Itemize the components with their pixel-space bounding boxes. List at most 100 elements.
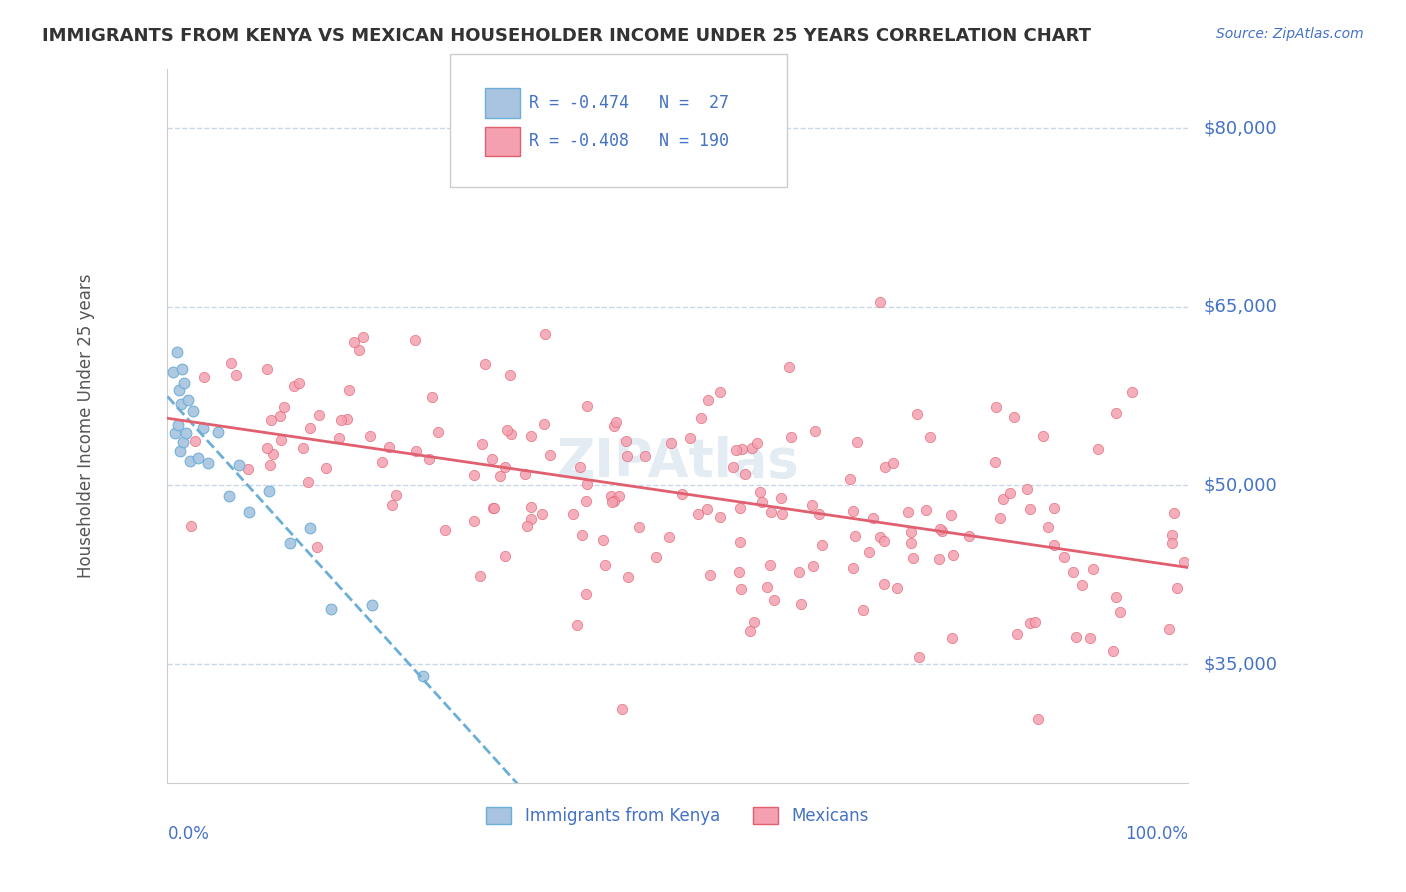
Point (984, 400, 1007, 414)
Point (359, 428, 381, 442)
Point (991, 491, 1014, 506)
Point (494, 549, 516, 563)
Point (269, 409, 291, 423)
Point (872, 577, 894, 591)
Point (846, 435, 869, 450)
Point (787, 566, 810, 580)
Point (384, 488, 406, 502)
Point (614, 434, 637, 448)
Point (759, 558, 782, 572)
Point (905, 407, 928, 421)
Point (336, 412, 359, 426)
Point (481, 452, 503, 467)
Point (319, 602, 342, 616)
Point (772, 508, 794, 522)
Point (166, 417, 188, 432)
Point (259, 458, 281, 472)
Point (900, 524, 922, 539)
Point (489, 469, 512, 483)
Point (283, 379, 305, 393)
Point (184, 434, 207, 448)
Point (1052, 549, 1074, 564)
Point (755, 580, 778, 594)
Point (1004, 410, 1026, 425)
Text: $50,000: $50,000 (1204, 476, 1277, 494)
Point (516, 519, 538, 533)
Text: 0.0%: 0.0% (167, 825, 209, 843)
Point (634, 450, 657, 464)
Point (778, 359, 800, 374)
Point (801, 498, 824, 512)
Point (728, 566, 751, 580)
Point (381, 498, 404, 512)
Point (207, 425, 229, 439)
Point (1019, 616, 1042, 631)
Point (256, 441, 278, 455)
Point (169, 443, 191, 458)
Point (167, 383, 190, 397)
Point (1032, 429, 1054, 443)
Point (531, 508, 554, 522)
Point (1166, 581, 1188, 595)
Point (1005, 627, 1028, 641)
Point (770, 491, 793, 505)
Point (896, 505, 918, 519)
Point (1083, 562, 1105, 576)
Point (617, 570, 640, 584)
Point (218, 489, 240, 503)
Point (315, 461, 337, 475)
Point (538, 448, 561, 462)
Point (494, 460, 516, 475)
Text: $35,000: $35,000 (1204, 655, 1278, 673)
Point (561, 508, 583, 522)
Point (1036, 520, 1059, 534)
Point (645, 549, 668, 564)
Point (1087, 442, 1109, 456)
Point (225, 368, 247, 382)
Point (1043, 501, 1066, 516)
Point (900, 536, 922, 550)
Point (170, 362, 193, 376)
Point (745, 436, 768, 450)
Point (177, 392, 200, 407)
Point (484, 500, 506, 515)
Point (221, 356, 243, 370)
Point (299, 521, 322, 535)
Point (697, 393, 720, 408)
Point (197, 456, 219, 470)
Point (1173, 555, 1195, 569)
Point (918, 430, 941, 444)
Point (256, 362, 278, 376)
Point (690, 411, 713, 425)
Point (1102, 644, 1125, 658)
Text: 100.0%: 100.0% (1125, 825, 1188, 843)
Point (495, 423, 517, 437)
Point (1121, 384, 1143, 399)
Point (519, 512, 541, 526)
Point (1078, 631, 1101, 645)
Point (474, 357, 496, 371)
Point (481, 501, 503, 516)
Point (862, 511, 884, 525)
Point (709, 384, 731, 399)
Point (734, 467, 756, 481)
Point (463, 467, 485, 482)
Point (260, 412, 283, 426)
Text: R = -0.474   N =  27: R = -0.474 N = 27 (529, 94, 728, 112)
Point (1018, 501, 1040, 516)
Point (808, 508, 831, 522)
Point (343, 334, 366, 349)
Point (575, 493, 598, 508)
Point (1064, 631, 1087, 645)
Point (908, 649, 931, 664)
Point (404, 333, 426, 347)
Point (187, 451, 209, 466)
Point (610, 701, 633, 715)
Point (709, 510, 731, 524)
Point (360, 598, 382, 612)
Point (228, 458, 250, 473)
Point (1163, 507, 1185, 521)
Point (179, 454, 201, 468)
Point (278, 535, 301, 549)
Point (699, 567, 721, 582)
